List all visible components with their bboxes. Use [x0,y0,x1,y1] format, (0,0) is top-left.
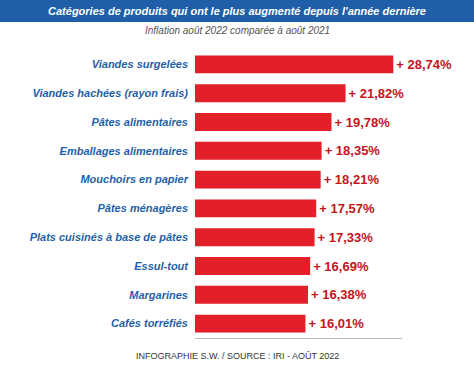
svg-text:Essul-tout: Essul-tout [134,260,189,272]
svg-text:Emballages alimentaires: Emballages alimentaires [60,145,188,157]
svg-text:+ 17,33%: + 17,33% [318,230,374,245]
svg-text:INFOGRAPHIE S.W. / SOURCE : IR: INFOGRAPHIE S.W. / SOURCE : IRI - AOÛT 2… [136,351,339,361]
svg-text:Catégories de produits qui ont: Catégories de produits qui ont le plus a… [48,5,426,17]
svg-text:+ 18,35%: + 18,35% [325,143,381,158]
svg-text:Inflation août 2022 comparée à: Inflation août 2022 comparée à août 2021 [145,25,330,36]
svg-text:Plats cuisinés à base de pâtes: Plats cuisinés à base de pâtes [30,231,188,243]
svg-text:Viandes hachées (rayon frais): Viandes hachées (rayon frais) [33,87,189,99]
svg-text:+ 17,57%: + 17,57% [319,201,375,216]
svg-text:+ 16,69%: + 16,69% [313,259,369,274]
svg-text:+ 19,78%: + 19,78% [334,115,390,130]
svg-text:+ 21,82%: + 21,82% [349,86,405,101]
svg-text:+ 16,01%: + 16,01% [308,316,364,331]
svg-text:Viandes surgelées: Viandes surgelées [92,58,188,70]
svg-text:Pâtes alimentaires: Pâtes alimentaires [91,116,188,128]
svg-text:Margarines: Margarines [129,289,188,301]
svg-text:Pâtes ménagères: Pâtes ménagères [98,202,189,214]
svg-text:+ 16,38%: + 16,38% [311,287,367,302]
svg-text:+ 28,74%: + 28,74% [396,57,452,72]
svg-text:+ 18,21%: + 18,21% [324,172,380,187]
svg-text:Cafés torréfiés: Cafés torréfiés [111,317,188,329]
svg-text:Mouchoirs en papier: Mouchoirs en papier [80,173,188,185]
